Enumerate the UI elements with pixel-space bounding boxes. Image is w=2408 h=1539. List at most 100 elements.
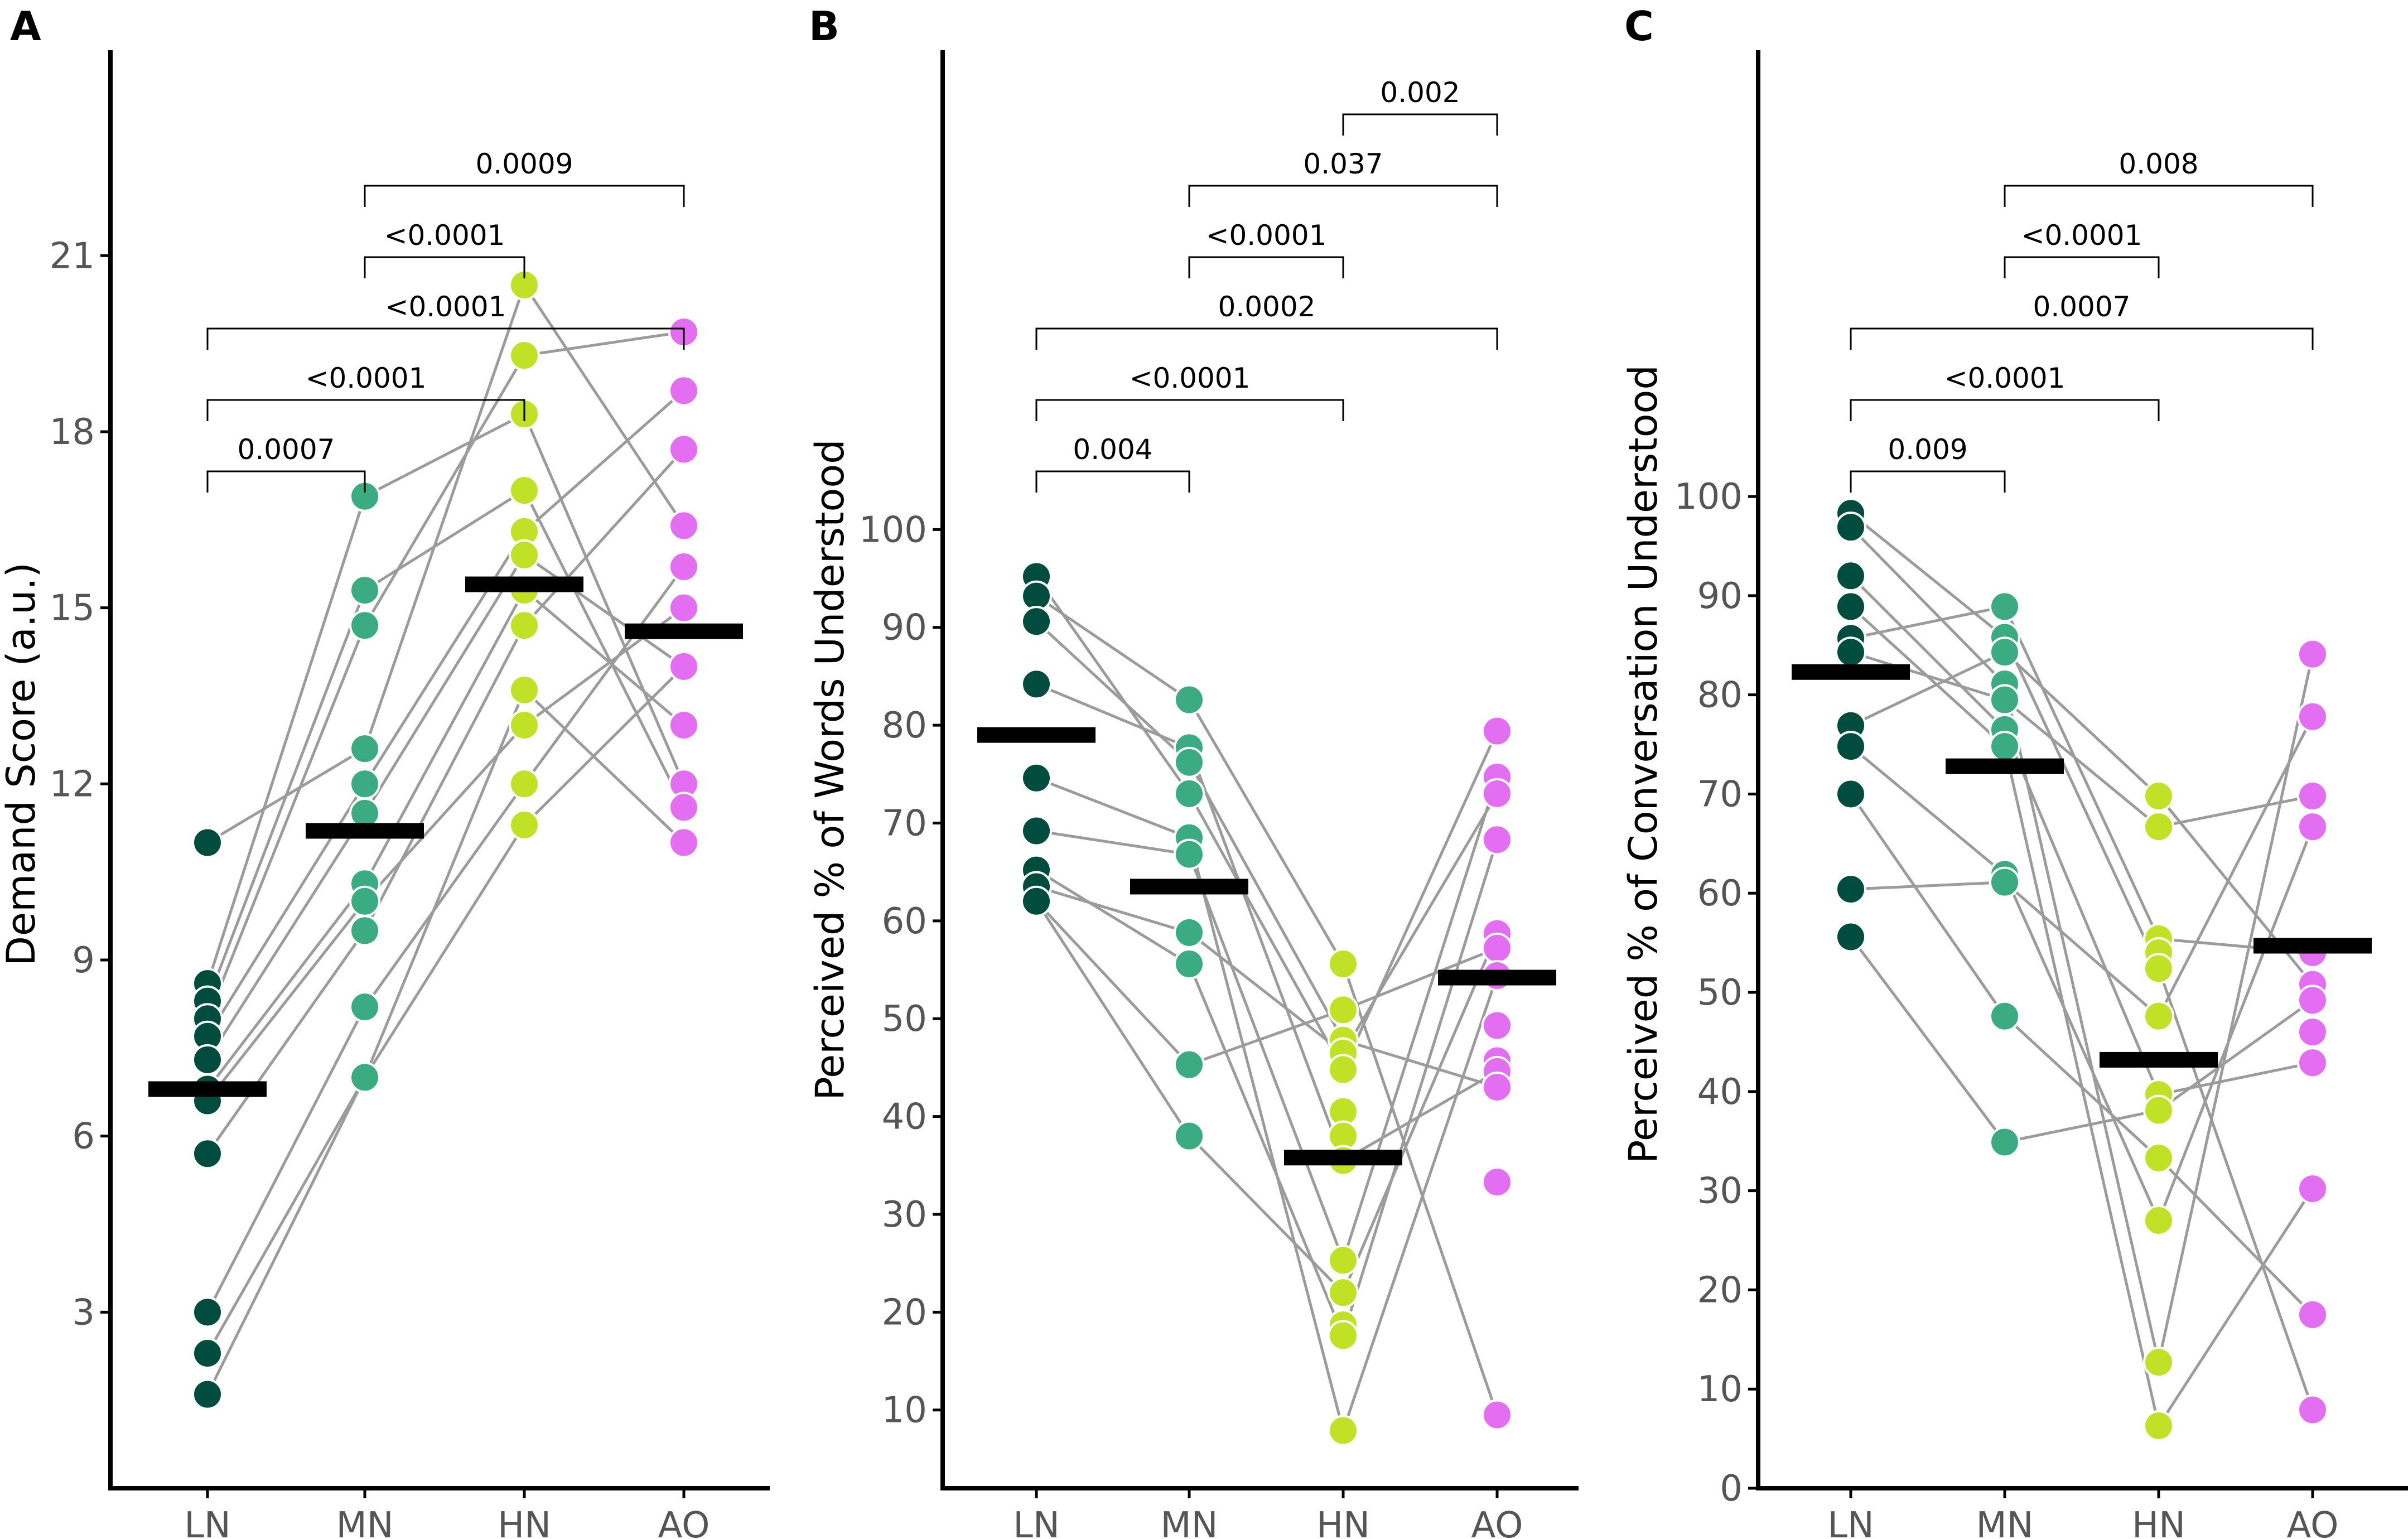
data-point-mn <box>1174 948 1205 980</box>
pair-line <box>206 495 366 984</box>
y-tick-label: 0 <box>1720 1468 1743 1509</box>
data-point-ln <box>1835 591 1866 623</box>
pair-line <box>206 882 366 1090</box>
pair-line <box>206 812 366 1061</box>
data-point-ao <box>2297 1394 2328 1426</box>
data-point-mn <box>1989 1126 2020 1158</box>
panel-letter-a: A <box>10 3 41 50</box>
pair-line <box>524 330 684 357</box>
x-tick-label-ln: LN <box>184 1505 231 1539</box>
pair-line <box>2158 1061 2313 1096</box>
pair-line <box>523 490 686 808</box>
y-tick-label: 60 <box>1697 873 1743 914</box>
y-tick-label: 70 <box>1697 774 1743 815</box>
y-tick-label: 30 <box>1697 1171 1743 1212</box>
data-point-ao <box>1482 778 1513 809</box>
pair-line <box>363 689 526 1078</box>
pair-line <box>523 553 685 668</box>
y-tick-label: 90 <box>1697 576 1743 617</box>
data-point-ao <box>2297 1173 2328 1205</box>
x-tick-label-ao: AO <box>658 1505 710 1539</box>
data-point-ln <box>1835 921 1866 953</box>
data-point-ao <box>668 592 699 624</box>
pair-line <box>1188 853 1345 1261</box>
data-point-ln <box>1835 731 1866 763</box>
data-point-mn <box>349 991 380 1023</box>
data-point-hn <box>509 809 540 841</box>
pair-line <box>1036 776 1190 840</box>
data-point-hn <box>1328 1277 1359 1309</box>
data-point-ao <box>2297 701 2328 732</box>
pair-line <box>2004 881 2160 1017</box>
p-value-label: <0.0001 <box>384 219 505 252</box>
pair-line <box>1849 935 2006 1144</box>
data-point-ln <box>1835 778 1866 810</box>
y-tick-label: 90 <box>882 607 927 649</box>
pair-line <box>1341 793 1499 1054</box>
pair-line <box>1341 933 1499 1294</box>
mean-bar-ao <box>2253 938 2372 954</box>
data-point-mn <box>1174 1049 1205 1080</box>
y-tick-label: 40 <box>882 1097 927 1138</box>
data-point-hn <box>1328 1320 1359 1352</box>
data-point-ln <box>192 827 223 858</box>
pair-line <box>523 566 686 785</box>
x-tick-label-hn: HN <box>1316 1505 1370 1539</box>
pair-line <box>1189 1009 1344 1066</box>
pair-line <box>1036 885 1190 934</box>
data-point-ln <box>192 1337 223 1369</box>
p-value-label: <0.0001 <box>385 291 506 323</box>
data-point-ao <box>1482 1071 1513 1103</box>
data-point-hn <box>2143 1142 2174 1174</box>
data-point-ao <box>2297 1047 2328 1079</box>
y-tick-label: 100 <box>859 509 927 551</box>
x-tick-label-ln: LN <box>1827 1505 1874 1539</box>
pair-line <box>2157 968 2314 1410</box>
significance-bracket <box>206 327 685 350</box>
pair-line <box>363 625 526 932</box>
y-tick-label: 80 <box>882 705 927 746</box>
x-tick-label-mn: MN <box>1160 1505 1218 1539</box>
data-point-ao <box>668 710 699 741</box>
data-point-ln <box>192 1378 223 1410</box>
x-tick-label-mn: MN <box>1976 1505 2033 1539</box>
pair-line <box>523 665 685 826</box>
pair-line <box>363 824 526 1078</box>
y-axis-label-c: Perceived % of Conversation Understood <box>1620 365 1666 1164</box>
pair-line <box>2004 651 2160 797</box>
mean-bar-ao <box>625 623 743 639</box>
pair-line <box>1341 730 1499 1070</box>
data-point-hn <box>509 610 540 641</box>
data-point-hn <box>509 710 540 741</box>
pair-line <box>2004 698 2160 828</box>
data-point-hn <box>1328 1054 1359 1085</box>
y-axis-label-a: Demand Score (a.u.) <box>0 562 44 966</box>
pair-line <box>1343 947 1498 1011</box>
data-point-ao <box>1482 715 1513 747</box>
pair-line <box>364 413 525 498</box>
pair-line <box>364 489 525 592</box>
pair-line <box>2003 729 2160 1096</box>
data-point-ao <box>1482 1166 1513 1198</box>
data-point-ln <box>1021 606 1052 638</box>
p-value-label: 0.0002 <box>1218 291 1316 323</box>
pair-line <box>1850 650 2005 701</box>
data-point-mn <box>1174 778 1205 809</box>
significance-bracket <box>1035 470 1190 493</box>
data-point-mn <box>349 915 380 947</box>
pair-line <box>523 589 685 726</box>
pair-line <box>523 448 685 626</box>
data-point-hn <box>2143 811 2174 843</box>
significance-bracket <box>364 256 525 278</box>
data-point-ao <box>668 792 699 823</box>
mean-bar-hn <box>1284 1150 1402 1166</box>
pair-line <box>2003 606 2160 940</box>
y-tick-label: 10 <box>882 1390 927 1431</box>
x-tick-label-ao: AO <box>1471 1505 1523 1539</box>
y-tick-label: 50 <box>1697 972 1743 1014</box>
pair-line <box>1188 747 1345 1161</box>
data-point-ao <box>2297 1016 2328 1048</box>
data-point-mn <box>349 885 380 917</box>
data-point-ln <box>192 1296 223 1328</box>
p-value-label: <0.0001 <box>1206 219 1327 252</box>
